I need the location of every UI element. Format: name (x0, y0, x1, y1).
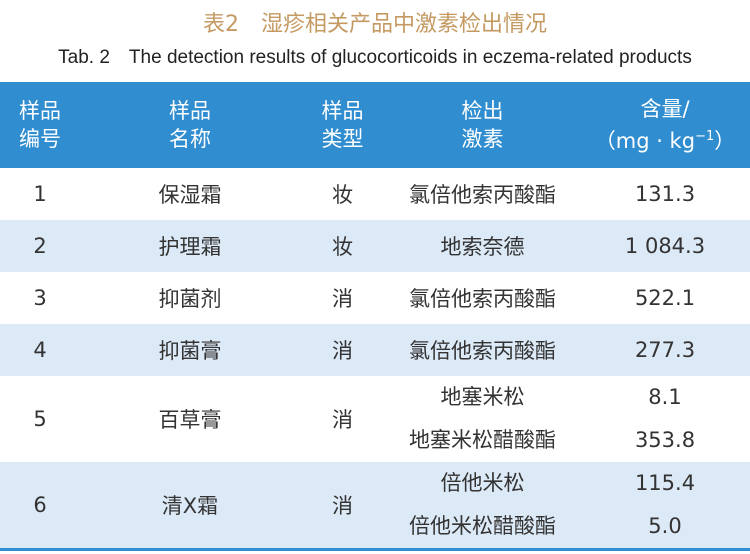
content: 277.3 (634, 338, 696, 362)
sample-name: 保湿霜 (158, 183, 222, 207)
header-line: （mg · kg−1） (580, 123, 750, 155)
sample-number: 6 (0, 462, 80, 551)
sample-name: 护理霜 (80, 220, 300, 272)
table-row: 2 护理霜妆 地索奈德 1 084.3 (0, 220, 750, 272)
content: 5.0 (648, 514, 682, 538)
hormone: 地索奈德 (440, 235, 525, 259)
table-body: 1 保湿霜妆氯倍他索丙酸酯 131.3 2 护理霜妆地索奈德 1 084.3 3 抑菌剂消氯倍… (0, 168, 750, 551)
content: 8.1 (648, 385, 682, 409)
unit: （mg · kg (594, 129, 696, 153)
table-row: 5 百草膏 消 地塞米松地塞米松醋酸酯 8.1 353.8 (0, 376, 750, 462)
hormone: 氯倍他索丙酸酯 (409, 287, 556, 311)
header-line: 类型 (321, 127, 364, 151)
subtitle: Tab. 2 The detection results of glucocor… (58, 47, 692, 68)
hormone: 地塞米松醋酸酯 (409, 428, 556, 452)
content: 131.3 (634, 182, 696, 206)
hormone-cell: 氯倍他索丙酸酯 (385, 324, 580, 376)
hormone: 氯倍他索丙酸酯 (409, 339, 556, 363)
content-cell: 522.1 (580, 272, 750, 324)
content: 115.4 (634, 471, 696, 495)
content: 1 084.3 (624, 234, 706, 258)
sample-type: 消 (332, 408, 353, 432)
header-cell: 样品 类型 (300, 82, 385, 168)
unit-exponent: −1 (695, 129, 715, 144)
header-line: 检出 (461, 99, 504, 123)
title: 表2 湿疹相关产品中激素检出情况 (203, 12, 547, 37)
sample-type: 消 (332, 287, 353, 311)
hormone-cell: 氯倍他索丙酸酯 (385, 272, 580, 324)
content-cell: 131.3 (580, 168, 750, 220)
header-cell: 样品 编号 (0, 82, 80, 168)
hormone-cell: 地索奈德 (385, 220, 580, 272)
content-cell: 1 084.3 (580, 220, 750, 272)
hormone: 地塞米松 (440, 385, 525, 409)
header-line: 样品 (169, 99, 211, 123)
hormone-cell: 地塞米松地塞米松醋酸酯 (385, 376, 580, 462)
sample-type: 妆 (300, 220, 385, 272)
content: 353.8 (634, 428, 696, 452)
sample-name: 抑菌膏 (80, 324, 300, 376)
header-line: 样品 (321, 99, 364, 123)
header-cell: 检出 激素 (385, 82, 580, 168)
unit: ） (714, 129, 736, 153)
table-row: 3 抑菌剂 消 氯倍他索丙酸酯 522.1 (0, 272, 750, 324)
hormone: 倍他米松醋酸酯 (409, 514, 556, 538)
content-cell: 8.1 353.8 (580, 376, 750, 462)
sample-name: 抑菌剂 (158, 287, 222, 311)
table-row: 4 抑菌膏消氯倍他索丙酸酯 277.3 (0, 324, 750, 376)
header-cell: 含量/（mg · kg−1） (580, 82, 750, 168)
table-row: 6 清X霜消倍他米松 倍他米松醋酸酯 115.4 5.0 (0, 462, 750, 551)
content-cell: 115.4 5.0 (580, 462, 750, 551)
sample-type: 消 (300, 324, 385, 376)
sample-number: 3 (33, 286, 47, 310)
hormone-cell: 倍他米松倍他米松醋酸酯 (385, 462, 580, 551)
sample-number: 1 (33, 182, 47, 206)
header-line: 激素 (461, 127, 504, 151)
header-cell: 样品 名称 (80, 82, 300, 168)
header-line: 编号 (19, 127, 61, 151)
sample-number: 5 (33, 407, 47, 431)
header-line: 含量/ (640, 97, 690, 121)
header-line: 名称 (169, 127, 211, 151)
header-row: 样品 编号 样品 名称 样品 类型 检出 激素 含量/（mg · kg−1） (0, 82, 750, 168)
sample-number: 4 (0, 324, 80, 376)
sample-number: 2 (0, 220, 80, 272)
sample-type: 妆 (332, 183, 353, 207)
hormone-cell: 氯倍他索丙酸酯 (385, 168, 580, 220)
content-cell: 277.3 (580, 324, 750, 376)
table: 样品 编号 样品 名称 样品 类型 检出 激素 含量/（mg · kg−1） 1 保湿霜妆氯倍他索… (0, 82, 750, 551)
sample-name: 百草膏 (158, 408, 222, 432)
content: 522.1 (634, 286, 696, 310)
sample-name: 清X霜 (80, 462, 300, 551)
hormone: 倍他米松 (440, 471, 525, 495)
table-row: 1 保湿霜 妆 氯倍他索丙酸酯 131.3 (0, 168, 750, 220)
sample-type: 消 (300, 462, 385, 551)
hormone: 氯倍他索丙酸酯 (409, 183, 556, 207)
header-line: 样品 (19, 99, 61, 123)
